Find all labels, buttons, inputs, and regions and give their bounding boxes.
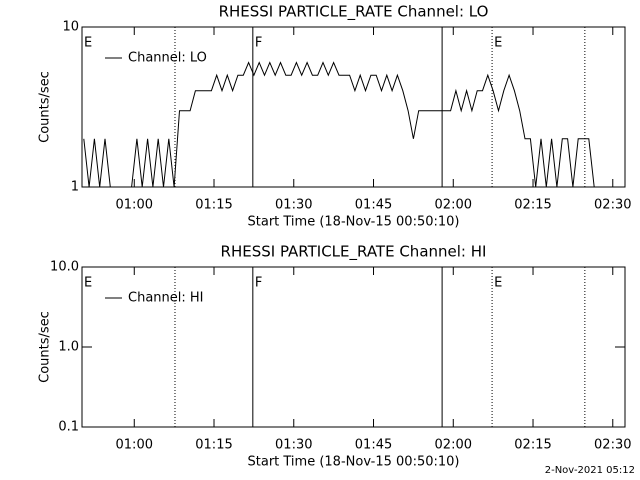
x-axis-label: Start Time (18-Nov-15 00:50:10) [248,455,460,470]
x-tick-label: 02:00 [435,438,472,453]
y-tick-label: 1 [71,180,79,195]
x-tick-label: 01:00 [116,438,153,453]
x-tick-label: 01:15 [195,198,232,213]
event-label: E [84,36,92,51]
x-tick-label: 02:00 [435,198,472,213]
data-line [83,61,600,188]
y-tick-label: 10.0 [50,260,79,275]
x-tick-label: 01:15 [195,438,232,453]
event-label: E [84,276,92,291]
x-tick-label: 01:45 [355,438,392,453]
y-tick-label: 10 [62,20,79,35]
chart-title: RHESSI PARTICLE_RATE Channel: LO [219,3,489,22]
x-tick-label: 02:30 [594,438,631,453]
y-axis-label: Counts/sec [38,311,53,383]
event-label: E [494,276,502,291]
legend-label: Channel: LO [128,51,207,66]
event-label: F [255,36,262,51]
x-axis-label: Start Time (18-Nov-15 00:50:10) [248,215,460,230]
x-tick-label: 01:45 [355,198,392,213]
x-tick-label: 01:00 [116,198,153,213]
footer: 2-Nov-2021 05:12 [545,465,635,476]
x-tick-label: 02:30 [594,198,631,213]
x-tick-label: 02:15 [514,438,551,453]
legend-label: Channel: HI [128,291,204,306]
chart-title: RHESSI PARTICLE_RATE Channel: HI [221,243,487,262]
event-label: F [255,276,262,291]
x-tick-label: 02:15 [514,198,551,213]
x-tick-label: 01:30 [275,198,312,213]
y-axis-label: Counts/sec [38,71,53,143]
y-tick-label: 1.0 [58,340,79,355]
y-tick-label: 0.1 [58,420,79,435]
x-tick-label: 01:30 [275,438,312,453]
event-label: E [494,36,502,51]
